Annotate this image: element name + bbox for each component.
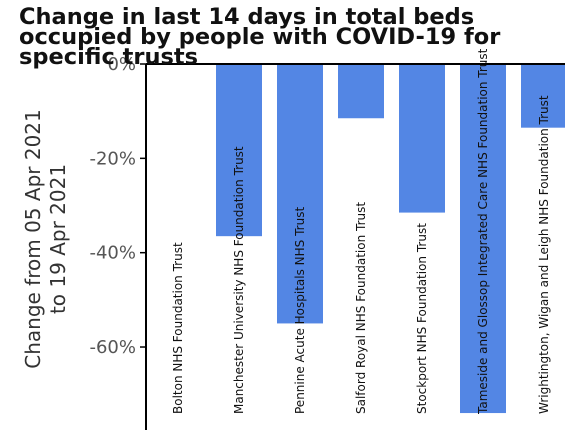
category-label-5: Stockport NHS Foundation Trust — [415, 223, 429, 414]
category-label-3: Pennine Acute Hospitals NHS Trust — [293, 207, 307, 414]
y-axis-label-line-2: to 19 Apr 2021 — [46, 164, 70, 314]
bar-2 — [216, 64, 262, 237]
y-tick-label-4: -60% — [89, 337, 136, 358]
chart-title: Change in last 14 days in total beds occ… — [19, 4, 501, 70]
bar-7 — [521, 64, 565, 128]
category-labels: Bolton NHS Foundation Trust Manchester Un… — [171, 48, 551, 415]
y-axis-ticks: 0% -20% -40% -60% — [89, 54, 146, 358]
category-label-2: Manchester University NHS Foundation Tru… — [232, 146, 246, 414]
category-label-1: Bolton NHS Foundation Trust — [171, 242, 185, 414]
category-label-4: Salford Royal NHS Foundation Trust — [354, 202, 368, 414]
bar-6 — [460, 64, 506, 414]
category-label-6: Tameside and Glossop Integrated Care NHS… — [476, 48, 490, 415]
bar-5 — [399, 64, 445, 213]
bar-3 — [277, 64, 323, 324]
y-tick-label-1: 0% — [107, 54, 136, 75]
category-label-7: Wrightington, Wigan and Leigh NHS Founda… — [537, 95, 551, 414]
bar-4 — [338, 64, 384, 119]
y-tick-label-2: -20% — [89, 148, 136, 169]
bars-group — [216, 64, 565, 414]
y-axis-label-line-1: Change from 05 Apr 2021 — [21, 109, 45, 369]
y-tick-label-3: -40% — [89, 243, 136, 264]
